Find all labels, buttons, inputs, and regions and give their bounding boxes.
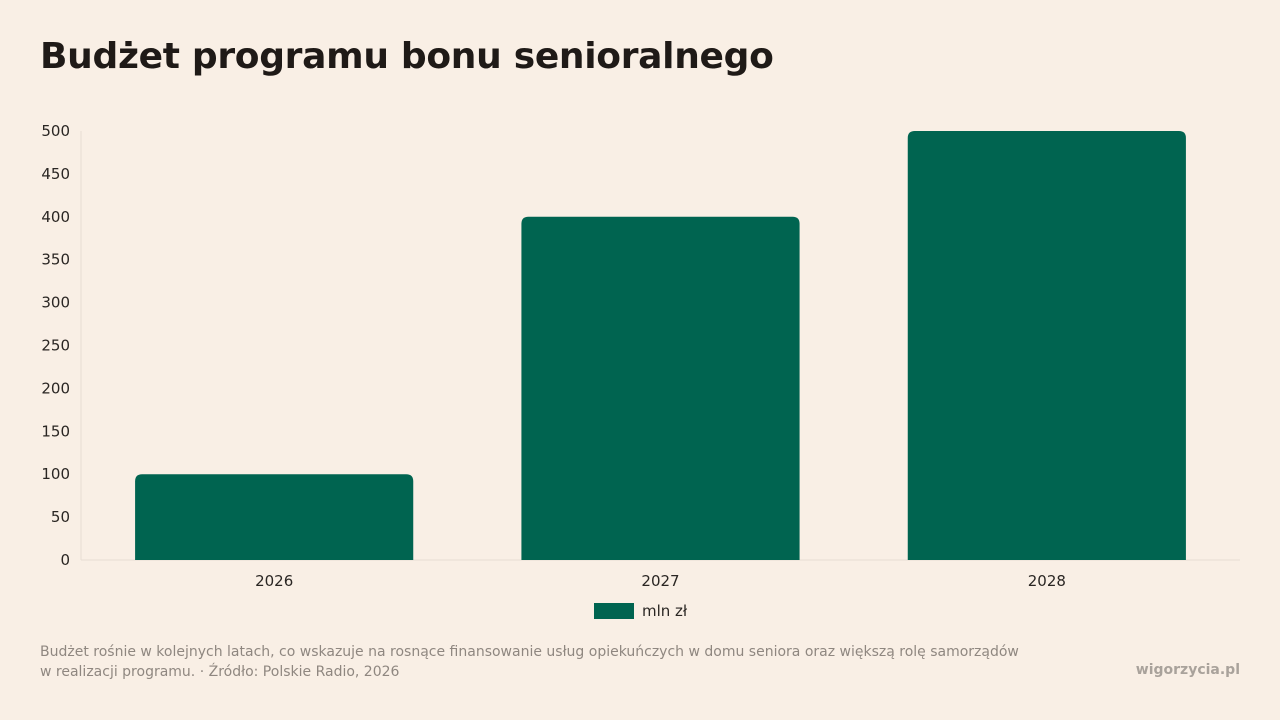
y-tick-label: 0 — [60, 551, 70, 569]
y-tick-label: 100 — [41, 465, 70, 483]
y-tick-label: 350 — [41, 251, 70, 269]
legend-label: mln zł — [642, 602, 688, 620]
x-tick-label: 2027 — [641, 572, 679, 590]
y-tick-label: 300 — [41, 294, 70, 312]
y-tick-label: 250 — [41, 337, 70, 355]
y-tick-label: 450 — [41, 165, 70, 183]
y-tick-label: 150 — [41, 422, 70, 440]
y-tick-label: 500 — [41, 122, 70, 140]
legend-swatch — [594, 603, 634, 619]
bar-chart: 0 50 100 150 200 250 300 350 400 450 500 2026 2027 20… — [41, 122, 1240, 590]
bar-2028 — [907, 131, 1186, 560]
bar-2027 — [521, 216, 800, 561]
x-tick-label: 2028 — [1028, 572, 1066, 590]
footnote: Budżet rośnie w kolejnych latach, co wsk… — [40, 644, 1019, 680]
legend: mln zł — [594, 602, 687, 620]
y-tick-label: 200 — [41, 379, 70, 397]
brand-label: wigorzycia.pl — [1135, 662, 1240, 678]
y-tick-label: 50 — [51, 508, 70, 526]
y-tick-label: 400 — [41, 208, 70, 226]
chart-title: Budżet programu bonu senioralnego — [40, 36, 774, 77]
bar-2026 — [135, 474, 414, 560]
x-tick-label: 2026 — [255, 572, 293, 590]
